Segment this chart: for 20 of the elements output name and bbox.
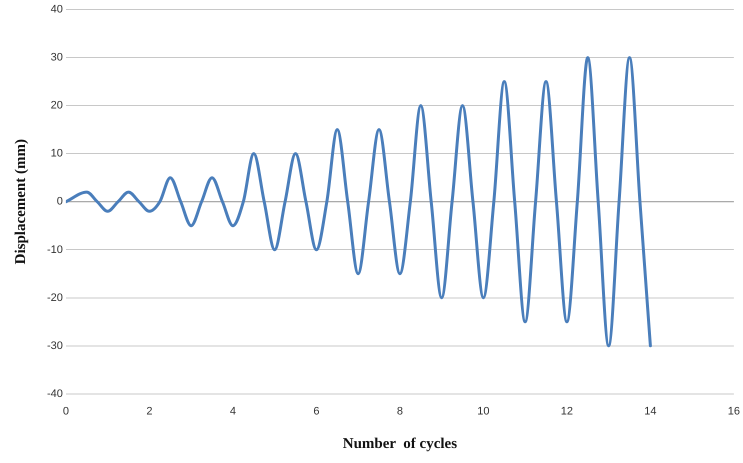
x-tick-label: 12 bbox=[560, 405, 574, 418]
x-tick-label: 6 bbox=[313, 405, 320, 418]
y-tick-label: -20 bbox=[46, 292, 63, 304]
y-tick-label: 10 bbox=[50, 148, 63, 160]
line-series bbox=[66, 56, 652, 348]
y-tick-label: 40 bbox=[50, 4, 63, 16]
x-tick-label: 10 bbox=[477, 405, 490, 418]
y-tick-label: -10 bbox=[46, 244, 63, 256]
x-axis-title: Number of cycles bbox=[342, 436, 458, 452]
y-tick-label: -30 bbox=[46, 340, 63, 352]
x-tick-label: 2 bbox=[146, 405, 152, 418]
y-tick-label: -40 bbox=[46, 388, 63, 400]
x-tick-label: 8 bbox=[396, 405, 403, 418]
y-axis-title: Displacement (mm) bbox=[12, 139, 29, 264]
x-tick-label: 14 bbox=[644, 405, 657, 418]
x-tick-label: 4 bbox=[230, 405, 236, 418]
x-tick-label: 16 bbox=[728, 405, 740, 418]
y-tick-label: 20 bbox=[50, 100, 63, 112]
y-tick-label: 0 bbox=[56, 196, 63, 208]
y-tick-label: 30 bbox=[50, 52, 63, 64]
